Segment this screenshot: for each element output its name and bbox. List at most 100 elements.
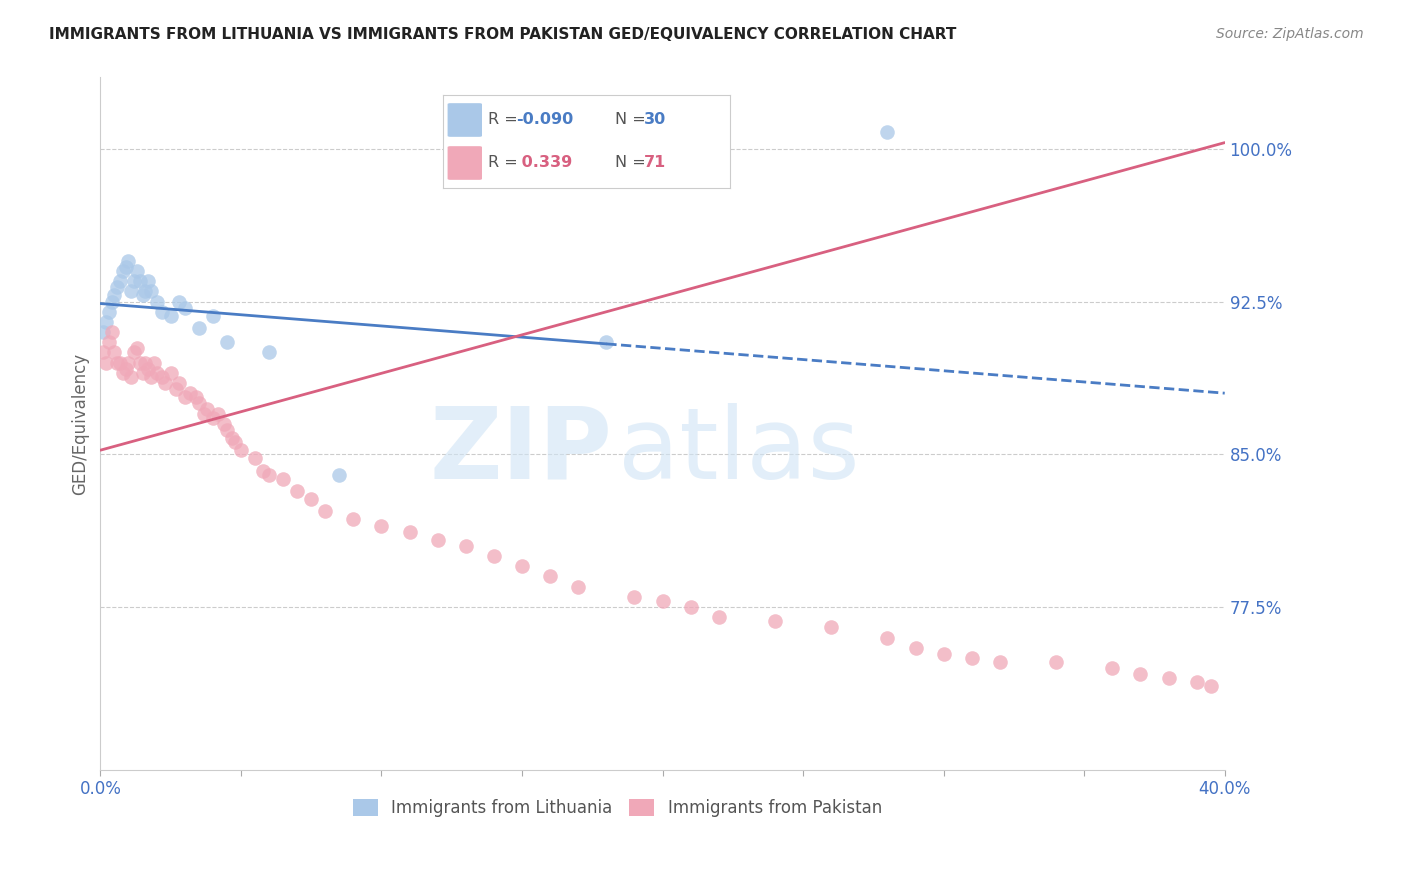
- Point: [285, 483, 308, 498]
- Point: [207, 407, 229, 421]
- Point: [184, 390, 207, 404]
- Point: [201, 410, 224, 425]
- Text: atlas: atlas: [617, 403, 859, 500]
- Point: [103, 288, 125, 302]
- Point: [117, 356, 139, 370]
- Point: [128, 356, 150, 370]
- Point: [131, 288, 153, 302]
- Text: Source: ZipAtlas.com: Source: ZipAtlas.com: [1216, 27, 1364, 41]
- Point: [142, 356, 165, 370]
- Point: [201, 309, 224, 323]
- Point: [820, 620, 842, 634]
- Point: [595, 335, 617, 350]
- Point: [229, 443, 252, 458]
- Point: [108, 274, 131, 288]
- Point: [91, 345, 114, 359]
- Point: [136, 274, 159, 288]
- Point: [108, 356, 131, 370]
- Point: [328, 467, 350, 482]
- Point: [876, 125, 898, 139]
- Point: [122, 345, 145, 359]
- Point: [510, 559, 533, 574]
- Point: [904, 640, 927, 655]
- Point: [165, 382, 187, 396]
- Point: [224, 435, 246, 450]
- Point: [173, 390, 195, 404]
- Point: [187, 396, 209, 410]
- Point: [134, 285, 156, 299]
- Point: [105, 356, 128, 370]
- Y-axis label: GED/Equivalency: GED/Equivalency: [72, 352, 89, 495]
- Point: [215, 335, 238, 350]
- Point: [91, 325, 114, 339]
- Point: [114, 260, 136, 274]
- Point: [145, 294, 167, 309]
- Point: [1157, 671, 1180, 685]
- Point: [243, 451, 266, 466]
- Point: [932, 647, 955, 661]
- Point: [125, 342, 148, 356]
- Point: [100, 325, 122, 339]
- Point: [876, 631, 898, 645]
- Point: [252, 464, 274, 478]
- Point: [398, 524, 420, 539]
- Point: [651, 594, 673, 608]
- Point: [179, 386, 201, 401]
- Point: [342, 512, 364, 526]
- Point: [454, 539, 477, 553]
- Point: [1199, 680, 1222, 694]
- Point: [988, 655, 1011, 669]
- Point: [145, 366, 167, 380]
- Point: [212, 417, 235, 431]
- Point: [131, 366, 153, 380]
- Point: [105, 280, 128, 294]
- Point: [100, 294, 122, 309]
- Point: [193, 407, 215, 421]
- Point: [1129, 667, 1152, 681]
- Point: [1045, 655, 1067, 669]
- Point: [314, 504, 336, 518]
- Point: [120, 285, 142, 299]
- Point: [623, 590, 645, 604]
- Point: [538, 569, 561, 583]
- Point: [120, 369, 142, 384]
- Point: [960, 651, 983, 665]
- Point: [567, 580, 589, 594]
- Point: [114, 361, 136, 376]
- Point: [173, 301, 195, 315]
- Point: [187, 321, 209, 335]
- Point: [426, 533, 449, 547]
- Point: [1101, 661, 1123, 675]
- Point: [94, 356, 117, 370]
- Point: [257, 345, 280, 359]
- Point: [136, 361, 159, 376]
- Point: [299, 492, 322, 507]
- Point: [159, 366, 181, 380]
- Point: [370, 518, 392, 533]
- Point: [117, 253, 139, 268]
- Point: [125, 264, 148, 278]
- Point: [97, 335, 120, 350]
- Point: [111, 366, 134, 380]
- Point: [195, 402, 218, 417]
- Point: [679, 600, 702, 615]
- Point: [167, 376, 190, 390]
- Point: [103, 345, 125, 359]
- Point: [707, 610, 730, 624]
- Point: [257, 467, 280, 482]
- Point: [1185, 675, 1208, 690]
- Point: [111, 264, 134, 278]
- Point: [139, 369, 162, 384]
- Point: [167, 294, 190, 309]
- Point: [122, 274, 145, 288]
- Text: ZIP: ZIP: [429, 403, 612, 500]
- Point: [128, 274, 150, 288]
- Point: [215, 423, 238, 437]
- Point: [139, 285, 162, 299]
- Legend: Immigrants from Lithuania, Immigrants from Pakistan: Immigrants from Lithuania, Immigrants fr…: [346, 792, 889, 824]
- Point: [763, 615, 786, 629]
- Point: [271, 472, 294, 486]
- Point: [150, 304, 173, 318]
- Point: [94, 315, 117, 329]
- Point: [159, 309, 181, 323]
